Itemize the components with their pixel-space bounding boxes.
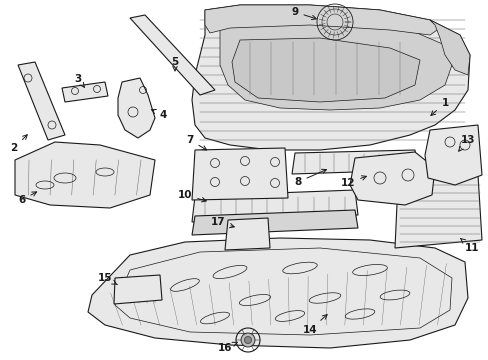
Polygon shape (18, 62, 65, 140)
Polygon shape (394, 175, 481, 248)
Text: 13: 13 (458, 135, 474, 151)
Polygon shape (62, 82, 108, 102)
Text: 14: 14 (302, 315, 326, 335)
Polygon shape (291, 150, 417, 174)
Polygon shape (130, 15, 215, 95)
Polygon shape (15, 142, 155, 208)
Text: 9: 9 (291, 7, 316, 19)
Text: 10: 10 (177, 190, 206, 202)
Text: 15: 15 (98, 273, 117, 285)
Text: 4: 4 (151, 109, 166, 120)
Polygon shape (204, 5, 439, 35)
Polygon shape (88, 238, 467, 348)
Text: 3: 3 (74, 74, 84, 87)
Text: 1: 1 (430, 98, 447, 116)
Circle shape (244, 337, 251, 343)
Polygon shape (224, 218, 269, 250)
Polygon shape (114, 275, 162, 304)
Polygon shape (192, 5, 469, 150)
Polygon shape (220, 20, 451, 110)
Text: 5: 5 (171, 57, 178, 71)
Polygon shape (231, 38, 419, 102)
Text: 11: 11 (460, 238, 478, 253)
Polygon shape (429, 20, 469, 75)
Text: 7: 7 (186, 135, 206, 150)
Polygon shape (424, 125, 481, 185)
Polygon shape (118, 78, 155, 138)
Text: 12: 12 (340, 176, 366, 188)
Text: 8: 8 (294, 169, 326, 187)
Polygon shape (192, 210, 357, 235)
Text: 17: 17 (210, 217, 234, 228)
Polygon shape (349, 152, 434, 205)
Circle shape (241, 333, 254, 347)
Polygon shape (192, 190, 357, 222)
Text: 16: 16 (217, 342, 237, 353)
Polygon shape (192, 148, 287, 200)
Text: 2: 2 (10, 135, 27, 153)
Text: 6: 6 (19, 192, 37, 205)
